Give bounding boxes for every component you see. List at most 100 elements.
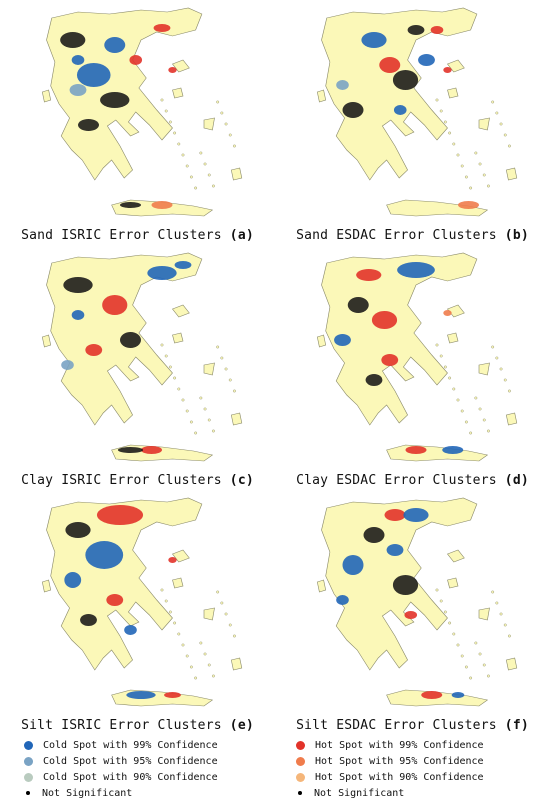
hot-95-marker bbox=[296, 756, 305, 766]
islet bbox=[194, 431, 198, 435]
hot-90-marker bbox=[296, 772, 305, 782]
islet bbox=[173, 621, 177, 625]
island bbox=[111, 689, 214, 707]
legend-cold: Cold Spot with 99% Confidence Cold Spot … bbox=[20, 737, 280, 801]
island bbox=[386, 444, 489, 462]
cluster-h99 bbox=[384, 509, 406, 521]
cluster-h99 bbox=[141, 446, 162, 454]
cluster-h99 bbox=[381, 354, 399, 366]
island bbox=[172, 577, 184, 589]
islet bbox=[448, 131, 452, 135]
cluster-h95 bbox=[151, 201, 173, 209]
legend-item-hot-ns: Not Significant bbox=[292, 785, 550, 801]
cluster-h99 bbox=[379, 57, 401, 73]
caption-b-prefix: Sand ESDAC Error Clusters bbox=[296, 228, 497, 243]
islet bbox=[160, 588, 164, 592]
islet bbox=[464, 665, 468, 669]
legend-item-cold-99: Cold Spot with 99% Confidence bbox=[20, 737, 280, 753]
islet bbox=[452, 387, 456, 391]
islet bbox=[177, 387, 181, 391]
islet bbox=[456, 643, 460, 647]
cluster-h99 bbox=[106, 594, 124, 606]
cluster-h99 bbox=[356, 269, 382, 281]
islet bbox=[211, 184, 215, 188]
cluster-c99 bbox=[126, 691, 156, 699]
islet bbox=[211, 674, 215, 678]
caption-f-prefix: Silt ESDAC Error Clusters bbox=[296, 718, 497, 733]
cluster-c99 bbox=[336, 595, 349, 605]
islet bbox=[203, 407, 207, 411]
cluster-h99 bbox=[102, 295, 128, 315]
islet bbox=[189, 665, 193, 669]
caption-b: Sand ESDAC Error Clusters (b) bbox=[275, 228, 550, 243]
islet bbox=[474, 396, 478, 400]
islet bbox=[185, 654, 189, 658]
legend-label: Not Significant bbox=[314, 787, 405, 799]
island bbox=[230, 167, 243, 181]
islet bbox=[211, 429, 215, 433]
map-panel-e: Silt ISRIC Error Clusters (e) bbox=[0, 490, 275, 735]
islet bbox=[486, 184, 490, 188]
islet bbox=[216, 100, 220, 104]
island bbox=[447, 304, 465, 318]
map-panel-f: Silt ESDAC Error Clusters (f) bbox=[275, 490, 550, 735]
cluster-h99 bbox=[430, 26, 444, 34]
cluster-c99 bbox=[147, 266, 177, 280]
islet bbox=[173, 131, 177, 135]
islet bbox=[478, 407, 482, 411]
islet bbox=[460, 164, 464, 168]
islet bbox=[199, 396, 203, 400]
legend-label: Cold Spot with 90% Confidence bbox=[43, 771, 218, 783]
caption-f: Silt ESDAC Error Clusters (f) bbox=[275, 718, 550, 733]
cluster-h99 bbox=[96, 505, 144, 525]
islet bbox=[160, 343, 164, 347]
island bbox=[447, 577, 459, 589]
cluster-h99 bbox=[168, 67, 177, 73]
cluster-h99 bbox=[164, 692, 181, 698]
cluster-c99 bbox=[71, 55, 85, 65]
caption-d-letter: (d) bbox=[504, 473, 529, 488]
islet bbox=[456, 398, 460, 402]
island bbox=[230, 657, 243, 671]
islet bbox=[199, 151, 203, 155]
legend-item-cold-95: Cold Spot with 95% Confidence bbox=[20, 753, 280, 769]
islet bbox=[228, 623, 232, 627]
islet bbox=[181, 398, 185, 402]
cluster-h95 bbox=[443, 310, 452, 316]
cluster-h99 bbox=[153, 24, 171, 32]
caption-f-letter: (f) bbox=[504, 718, 529, 733]
islet bbox=[443, 610, 447, 614]
cluster-c95 bbox=[61, 360, 74, 370]
islet bbox=[503, 378, 507, 382]
islet bbox=[452, 632, 456, 636]
cluster-c99 bbox=[451, 692, 465, 698]
islet bbox=[507, 389, 511, 393]
cluster-ns bbox=[119, 202, 141, 208]
map-clay-isric bbox=[41, 252, 243, 462]
island bbox=[478, 362, 490, 376]
legend-label: Hot Spot with 90% Confidence bbox=[315, 771, 484, 783]
cluster-ns bbox=[363, 527, 385, 543]
cluster-c99 bbox=[418, 54, 435, 66]
cluster-c99 bbox=[85, 541, 124, 569]
islet bbox=[439, 599, 443, 603]
legend-item-hot-99: Hot Spot with 99% Confidence bbox=[292, 737, 550, 753]
caption-a: Sand ISRIC Error Clusters (a) bbox=[0, 228, 275, 243]
islet bbox=[185, 164, 189, 168]
islet bbox=[482, 173, 486, 177]
cluster-ns bbox=[342, 102, 364, 118]
islet bbox=[173, 376, 177, 380]
islet bbox=[460, 654, 464, 658]
islet bbox=[491, 100, 495, 104]
island bbox=[316, 579, 327, 593]
cluster-ns bbox=[60, 32, 86, 48]
caption-e-letter: (e) bbox=[229, 718, 254, 733]
island bbox=[203, 117, 215, 131]
islet bbox=[482, 663, 486, 667]
islet bbox=[181, 153, 185, 157]
island bbox=[447, 332, 459, 344]
cluster-ns bbox=[392, 575, 419, 595]
islet bbox=[228, 133, 232, 137]
cold-95-marker bbox=[24, 756, 33, 766]
island bbox=[203, 362, 215, 376]
